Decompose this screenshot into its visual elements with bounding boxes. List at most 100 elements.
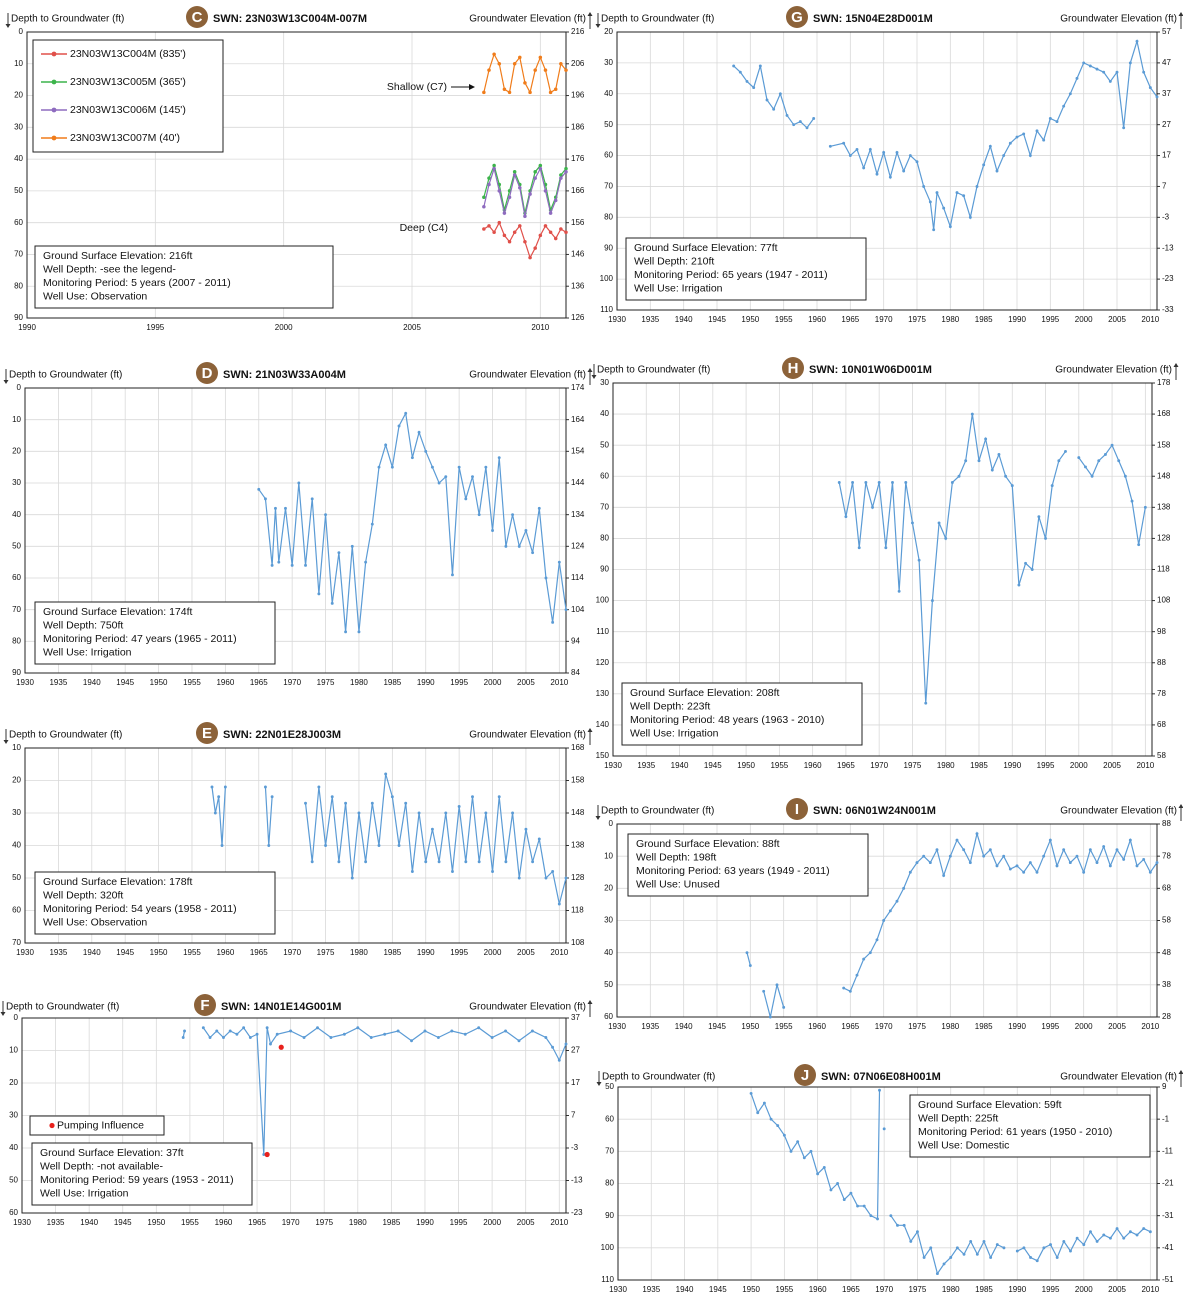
x-tick-label: 1955 (183, 678, 201, 687)
y2-tick-label: -3 (571, 1143, 579, 1152)
panel-title: SWN: 23N03W13C004M-007M (213, 13, 367, 25)
y2-tick-label: 47 (1162, 58, 1171, 67)
y-tick-label: 70 (600, 502, 609, 511)
y-tick-label: 40 (604, 948, 613, 957)
panel-letter: E (202, 725, 212, 742)
x-tick-label: 1940 (675, 1022, 693, 1031)
panel-badge (196, 362, 218, 384)
x-tick-label: 1985 (975, 315, 993, 324)
y2-tick-label: 58 (1157, 751, 1166, 760)
x-tick-label: 1975 (908, 315, 926, 324)
y-tick-label: 60 (604, 1012, 613, 1021)
info-box (34, 871, 276, 935)
info-box (31, 1142, 253, 1206)
x-tick-label: 1930 (608, 1022, 626, 1031)
y2-tick-label: 94 (571, 636, 580, 645)
y2-tick-label: 168 (571, 743, 585, 752)
y2-tick-label: -21 (1162, 1179, 1174, 1188)
x-tick-label: 1945 (116, 678, 134, 687)
y-tick-label: 40 (600, 409, 609, 418)
annotation-arrow-head (469, 84, 475, 90)
y2-tick-label: 144 (571, 478, 585, 487)
down-arrow-head (591, 375, 597, 379)
info-line: Well Depth: 223ft (630, 700, 710, 712)
y2-tick-label: -13 (1162, 243, 1174, 252)
x-tick-label: 1975 (317, 678, 335, 687)
y2-tick-label: 27 (571, 1046, 580, 1055)
x-tick-label: 1945 (116, 948, 134, 957)
y2-tick-label: 148 (571, 808, 585, 817)
x-tick-label: 1995 (1042, 1285, 1060, 1294)
x-tick-label: 1940 (671, 761, 689, 770)
scatter-point (278, 1044, 284, 1050)
y-tick-label: 100 (601, 1243, 615, 1252)
y-tick-label: 110 (601, 1275, 614, 1284)
y2-tick-label: 174 (571, 383, 585, 392)
x-tick-label: 1940 (83, 678, 101, 687)
x-tick-label: 2010 (1141, 1285, 1159, 1294)
plot-frame (612, 382, 1153, 757)
info-line: Well Depth: -not available- (40, 1160, 163, 1172)
y2-axis-label: Groundwater Elevation (ft) (1060, 14, 1177, 25)
y-tick-label: 10 (14, 59, 23, 68)
x-tick-label: 2010 (531, 323, 549, 332)
x-tick-label: 1970 (875, 1285, 893, 1294)
y2-tick-label: 138 (1157, 502, 1171, 511)
panel-letter: I (795, 801, 799, 818)
y-tick-label: 40 (12, 841, 21, 850)
y2-tick-label: 118 (571, 906, 584, 915)
y-tick-label: 50 (14, 186, 23, 195)
x-tick-label: 1995 (450, 948, 468, 957)
y2-arrow-head (1178, 1070, 1183, 1074)
info-line: Ground Surface Elevation: 208ft (630, 687, 780, 699)
y-tick-label: 0 (609, 819, 614, 828)
x-tick-label: 1970 (283, 678, 301, 687)
info-line: Monitoring Period: 59 years (1953 - 2011… (40, 1174, 234, 1186)
series-line (263, 785, 274, 847)
x-tick-label: 1945 (114, 1218, 132, 1227)
y2-tick-label: -51 (1162, 1275, 1174, 1284)
y-tick-label: 10 (9, 1046, 18, 1055)
x-tick-label: 1985 (975, 1285, 993, 1294)
y2-tick-label: 148 (1157, 471, 1171, 480)
y2-tick-label: 108 (571, 938, 585, 947)
x-tick-label: 2000 (1075, 1022, 1093, 1031)
y-tick-label: 80 (600, 534, 609, 543)
x-tick-label: 1955 (183, 948, 201, 957)
y-tick-label: 50 (605, 1082, 614, 1091)
chart-panel: Depth to Groundwater (ft) D SWN: 21N03W33A… (3, 362, 593, 687)
chart-panel: Depth to Groundwater (ft) C SWN: 23N03W13C… (5, 6, 593, 332)
y2-arrow-head (587, 368, 593, 372)
x-tick-label: 1945 (708, 1022, 726, 1031)
y2-tick-label: 17 (1162, 151, 1171, 160)
y-tick-label: 90 (12, 668, 21, 677)
x-tick-label: 1975 (909, 1285, 927, 1294)
x-tick-label: 1985 (383, 678, 401, 687)
y-tick-label: 30 (12, 808, 21, 817)
legend-box (32, 39, 224, 153)
x-tick-label: 1990 (417, 948, 435, 957)
y-axis-label: Depth to Groundwater (ft) (601, 806, 714, 817)
info-line: Well Use: Domestic (918, 1139, 1009, 1151)
x-tick-label: 2010 (550, 678, 568, 687)
series-line (745, 951, 752, 967)
x-tick-label: 1990 (1003, 761, 1021, 770)
y2-tick-label: 156 (571, 218, 585, 227)
x-tick-label: 1995 (450, 678, 468, 687)
y2-tick-label: -31 (1162, 1211, 1174, 1220)
x-tick-label: 1970 (282, 1218, 300, 1227)
info-line: Well Use: Observation (43, 916, 147, 928)
y2-tick-label: -23 (571, 1208, 583, 1217)
x-tick-label: 1930 (13, 1218, 31, 1227)
y-axis-label: Depth to Groundwater (ft) (601, 14, 714, 25)
panel-title: SWN: 06N01W24N001M (813, 805, 936, 817)
panel-letter: F (200, 997, 209, 1014)
x-tick-label: 1975 (317, 948, 335, 957)
y2-tick-label: 38 (1162, 980, 1171, 989)
y-tick-label: 20 (9, 1078, 18, 1087)
y-tick-label: 50 (12, 873, 21, 882)
series-line (1015, 1227, 1152, 1263)
info-box (625, 237, 867, 301)
y-tick-label: 0 (17, 383, 22, 392)
panel-letter: D (202, 365, 213, 382)
